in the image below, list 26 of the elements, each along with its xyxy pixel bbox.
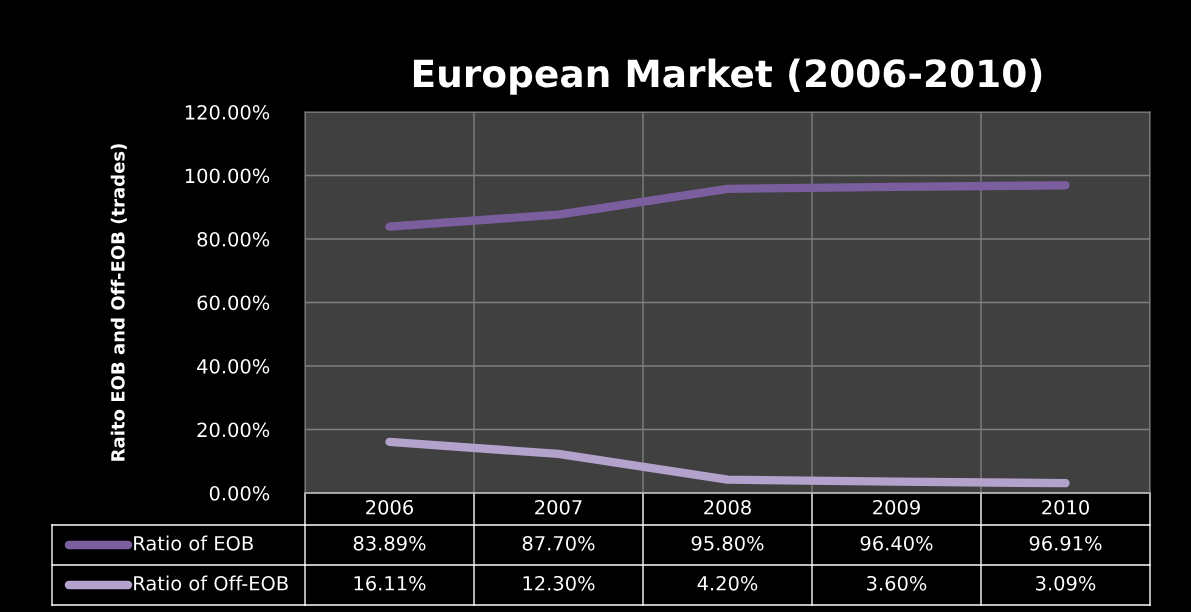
y-tick-label: 80.00% xyxy=(197,231,270,247)
data-label: 95.80% xyxy=(691,535,764,551)
x-tick-label: 2009 xyxy=(873,499,920,515)
y-tick-label: 20.00% xyxy=(197,422,270,438)
y-tick-label: 120.00% xyxy=(185,104,270,120)
data-label: 4.20% xyxy=(697,575,758,591)
data-label: 87.70% xyxy=(522,535,595,551)
data-label: 96.40% xyxy=(860,535,933,551)
chart-title: European Market (2006-2010) xyxy=(413,58,1042,95)
y-tick-label: 0.00% xyxy=(209,485,270,501)
legend-label: Ratio of EOB xyxy=(134,535,253,551)
x-tick-label: 2008 xyxy=(704,499,751,515)
data-label: 12.30% xyxy=(523,575,595,591)
y-tick-label: 60.00% xyxy=(197,295,270,311)
data-label: 3.60% xyxy=(867,575,927,591)
data-label: 83.89% xyxy=(353,535,426,551)
data-label: 96.91% xyxy=(1029,535,1102,551)
x-tick-label: 2007 xyxy=(535,499,582,515)
y-tick-label: 40.00% xyxy=(197,358,270,374)
y-axis-title: Raito EOB and Off-EOB (trades) xyxy=(110,144,127,461)
x-tick-label: 2010 xyxy=(1042,499,1089,515)
data-label: 16.11% xyxy=(354,575,426,591)
legend-label: Ratio of Off-EOB xyxy=(134,575,288,591)
data-label: 3.09% xyxy=(1036,575,1096,591)
x-tick-label: 2006 xyxy=(366,499,414,515)
y-tick-label: 100.00% xyxy=(185,168,270,184)
